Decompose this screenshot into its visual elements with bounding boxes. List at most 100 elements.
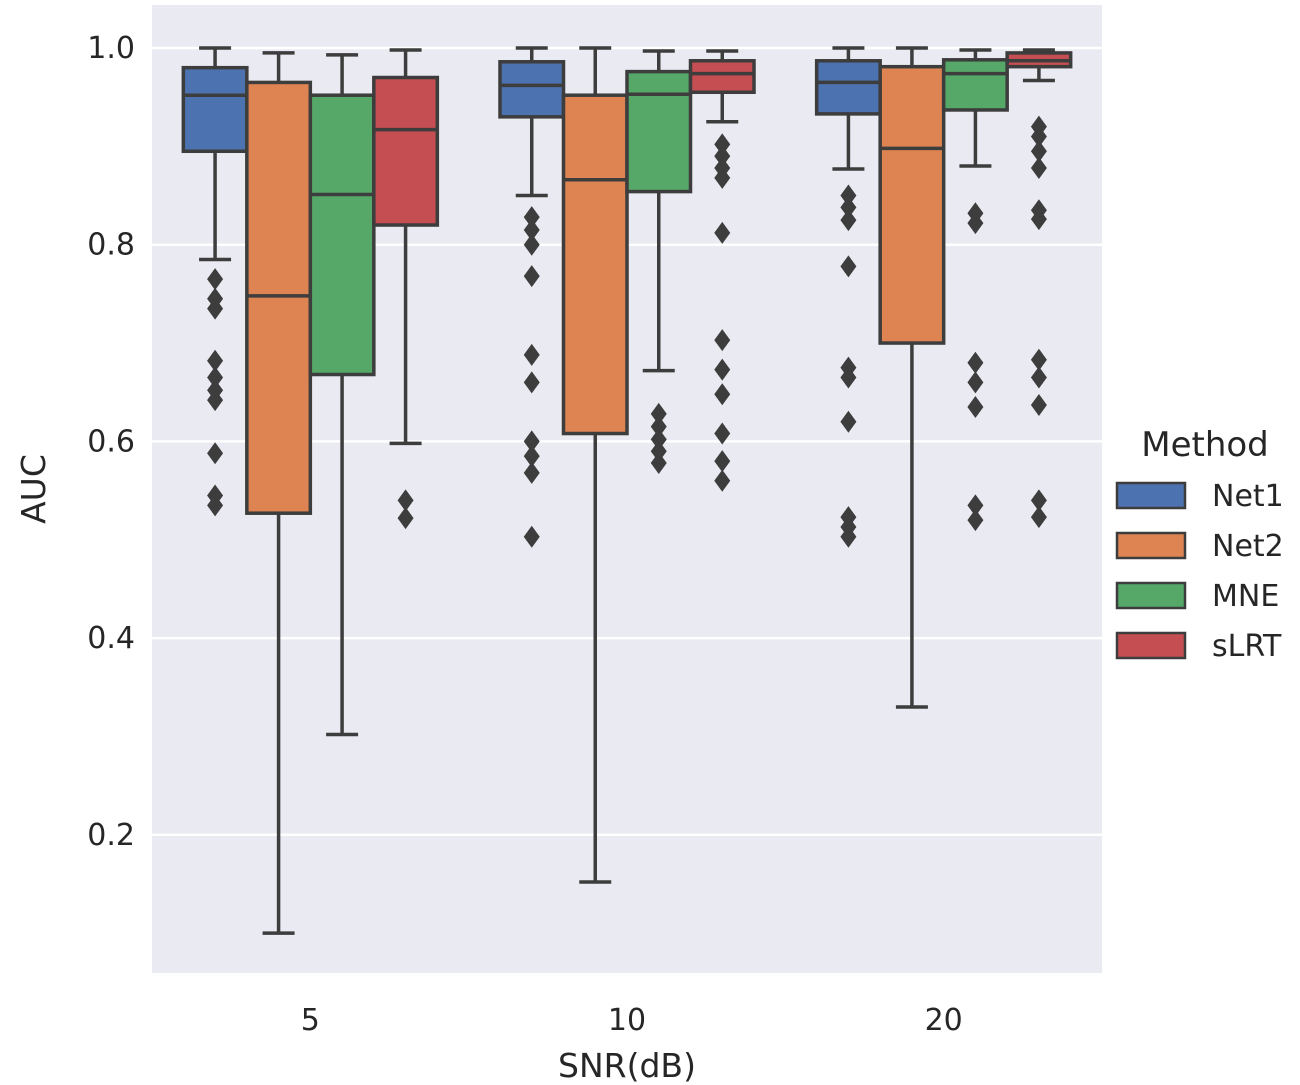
box-mne-10	[625, 49, 693, 475]
box-net1-10	[498, 46, 566, 548]
outlier-point	[1030, 156, 1047, 179]
box-iqr	[308, 93, 376, 377]
outlier-point	[1030, 199, 1047, 222]
box-net1-5	[181, 46, 249, 517]
y-tick-label: 1.0	[87, 31, 135, 66]
outlier-point	[714, 329, 731, 352]
outlier-point	[1030, 506, 1047, 529]
box-iqr	[814, 59, 882, 116]
outlier-point	[523, 343, 540, 366]
outlier-point	[967, 351, 984, 374]
outlier-point	[714, 358, 731, 381]
outlier-point	[840, 209, 857, 232]
outlier-point	[714, 156, 731, 179]
outlier-point	[1030, 394, 1047, 417]
outlier-point	[1030, 348, 1047, 371]
box-iqr	[245, 80, 313, 515]
x-tick-labels: 5 10 20	[301, 1003, 963, 1038]
x-axis-label: SNR(dB)	[558, 1046, 696, 1085]
box-iqr	[941, 58, 1009, 112]
outlier-point	[840, 356, 857, 379]
outlier-point	[523, 445, 540, 468]
legend-swatch-net1	[1115, 481, 1187, 510]
outlier-point	[714, 383, 731, 406]
outlier-point	[207, 484, 224, 507]
outlier-point	[523, 430, 540, 453]
outlier-point	[397, 507, 414, 530]
y-tick-label: 0.4	[87, 621, 135, 656]
outlier-point	[1030, 366, 1047, 389]
legend-label-net2: Net2	[1212, 529, 1284, 564]
outlier-point	[840, 196, 857, 219]
box-mne-5	[308, 53, 376, 737]
box-net2-10	[561, 46, 629, 884]
outlier-point	[1030, 489, 1047, 512]
box-iqr	[561, 93, 629, 436]
legend-label-mne: MNE	[1212, 579, 1279, 614]
outlier-point	[967, 202, 984, 225]
box-slrt-20	[1005, 48, 1073, 529]
outlier-point	[714, 221, 731, 244]
outlier-point	[967, 371, 984, 394]
outlier-point	[523, 233, 540, 256]
outlier-point	[840, 255, 857, 278]
x-tick-label: 5	[301, 1003, 320, 1038]
outlier-point	[714, 469, 731, 492]
outlier-point	[1030, 140, 1047, 163]
outlier-point	[523, 206, 540, 229]
box-iqr	[181, 65, 249, 154]
outlier-point	[397, 489, 414, 512]
outlier-point	[650, 428, 667, 451]
outlier-point	[650, 402, 667, 425]
outlier-point	[714, 450, 731, 473]
y-tick-label: 0.6	[87, 424, 135, 459]
outlier-point	[523, 371, 540, 394]
y-tick-label: 0.8	[87, 228, 135, 263]
outlier-point	[523, 461, 540, 484]
legend-swatch-net2	[1115, 531, 1187, 560]
box-groups	[181, 46, 1073, 935]
legend-label-net1: Net1	[1212, 479, 1284, 514]
outlier-point	[967, 509, 984, 532]
outlier-point	[523, 525, 540, 548]
legend-label-slrt: sLRT	[1212, 629, 1282, 664]
outlier-point	[650, 440, 667, 463]
legend-swatch-mne	[1115, 581, 1187, 610]
outlier-point	[207, 379, 224, 402]
outlier-point	[840, 184, 857, 207]
outlier-point	[207, 268, 224, 291]
box-iqr	[498, 60, 566, 119]
outlier-point	[967, 395, 984, 418]
outlier-point	[840, 410, 857, 433]
outlier-point	[840, 506, 857, 529]
legend-title: Method	[1141, 425, 1269, 465]
box-net1-20	[814, 46, 882, 548]
box-iqr	[878, 64, 946, 345]
box-mne-20	[941, 48, 1009, 532]
outlier-point	[714, 133, 731, 156]
legend-swatch-slrt	[1115, 631, 1187, 660]
y-tick-labels: 0.2 0.4 0.6 0.8 1.0	[87, 31, 135, 853]
legend: Method Net1 Net2 MNE sLRT	[1115, 425, 1284, 664]
box-slrt-5	[372, 48, 440, 530]
box-iqr	[372, 75, 440, 227]
outlier-point	[714, 145, 731, 168]
box-iqr	[625, 69, 693, 194]
outlier-point	[207, 366, 224, 389]
outlier-point	[1030, 115, 1047, 138]
y-tick-label: 0.2	[87, 818, 135, 853]
outlier-point	[650, 452, 667, 475]
box-iqr	[688, 59, 756, 95]
box-slrt-10	[688, 49, 756, 492]
outlier-point	[714, 422, 731, 445]
outlier-point	[967, 494, 984, 517]
y-axis-label: AUC	[14, 454, 53, 524]
x-tick-label: 20	[925, 1003, 963, 1038]
box-net2-20	[878, 46, 946, 709]
outlier-point	[207, 349, 224, 372]
outlier-point	[207, 442, 224, 465]
box-net2-5	[245, 51, 313, 935]
outlier-point	[523, 265, 540, 288]
x-tick-label: 10	[608, 1003, 646, 1038]
